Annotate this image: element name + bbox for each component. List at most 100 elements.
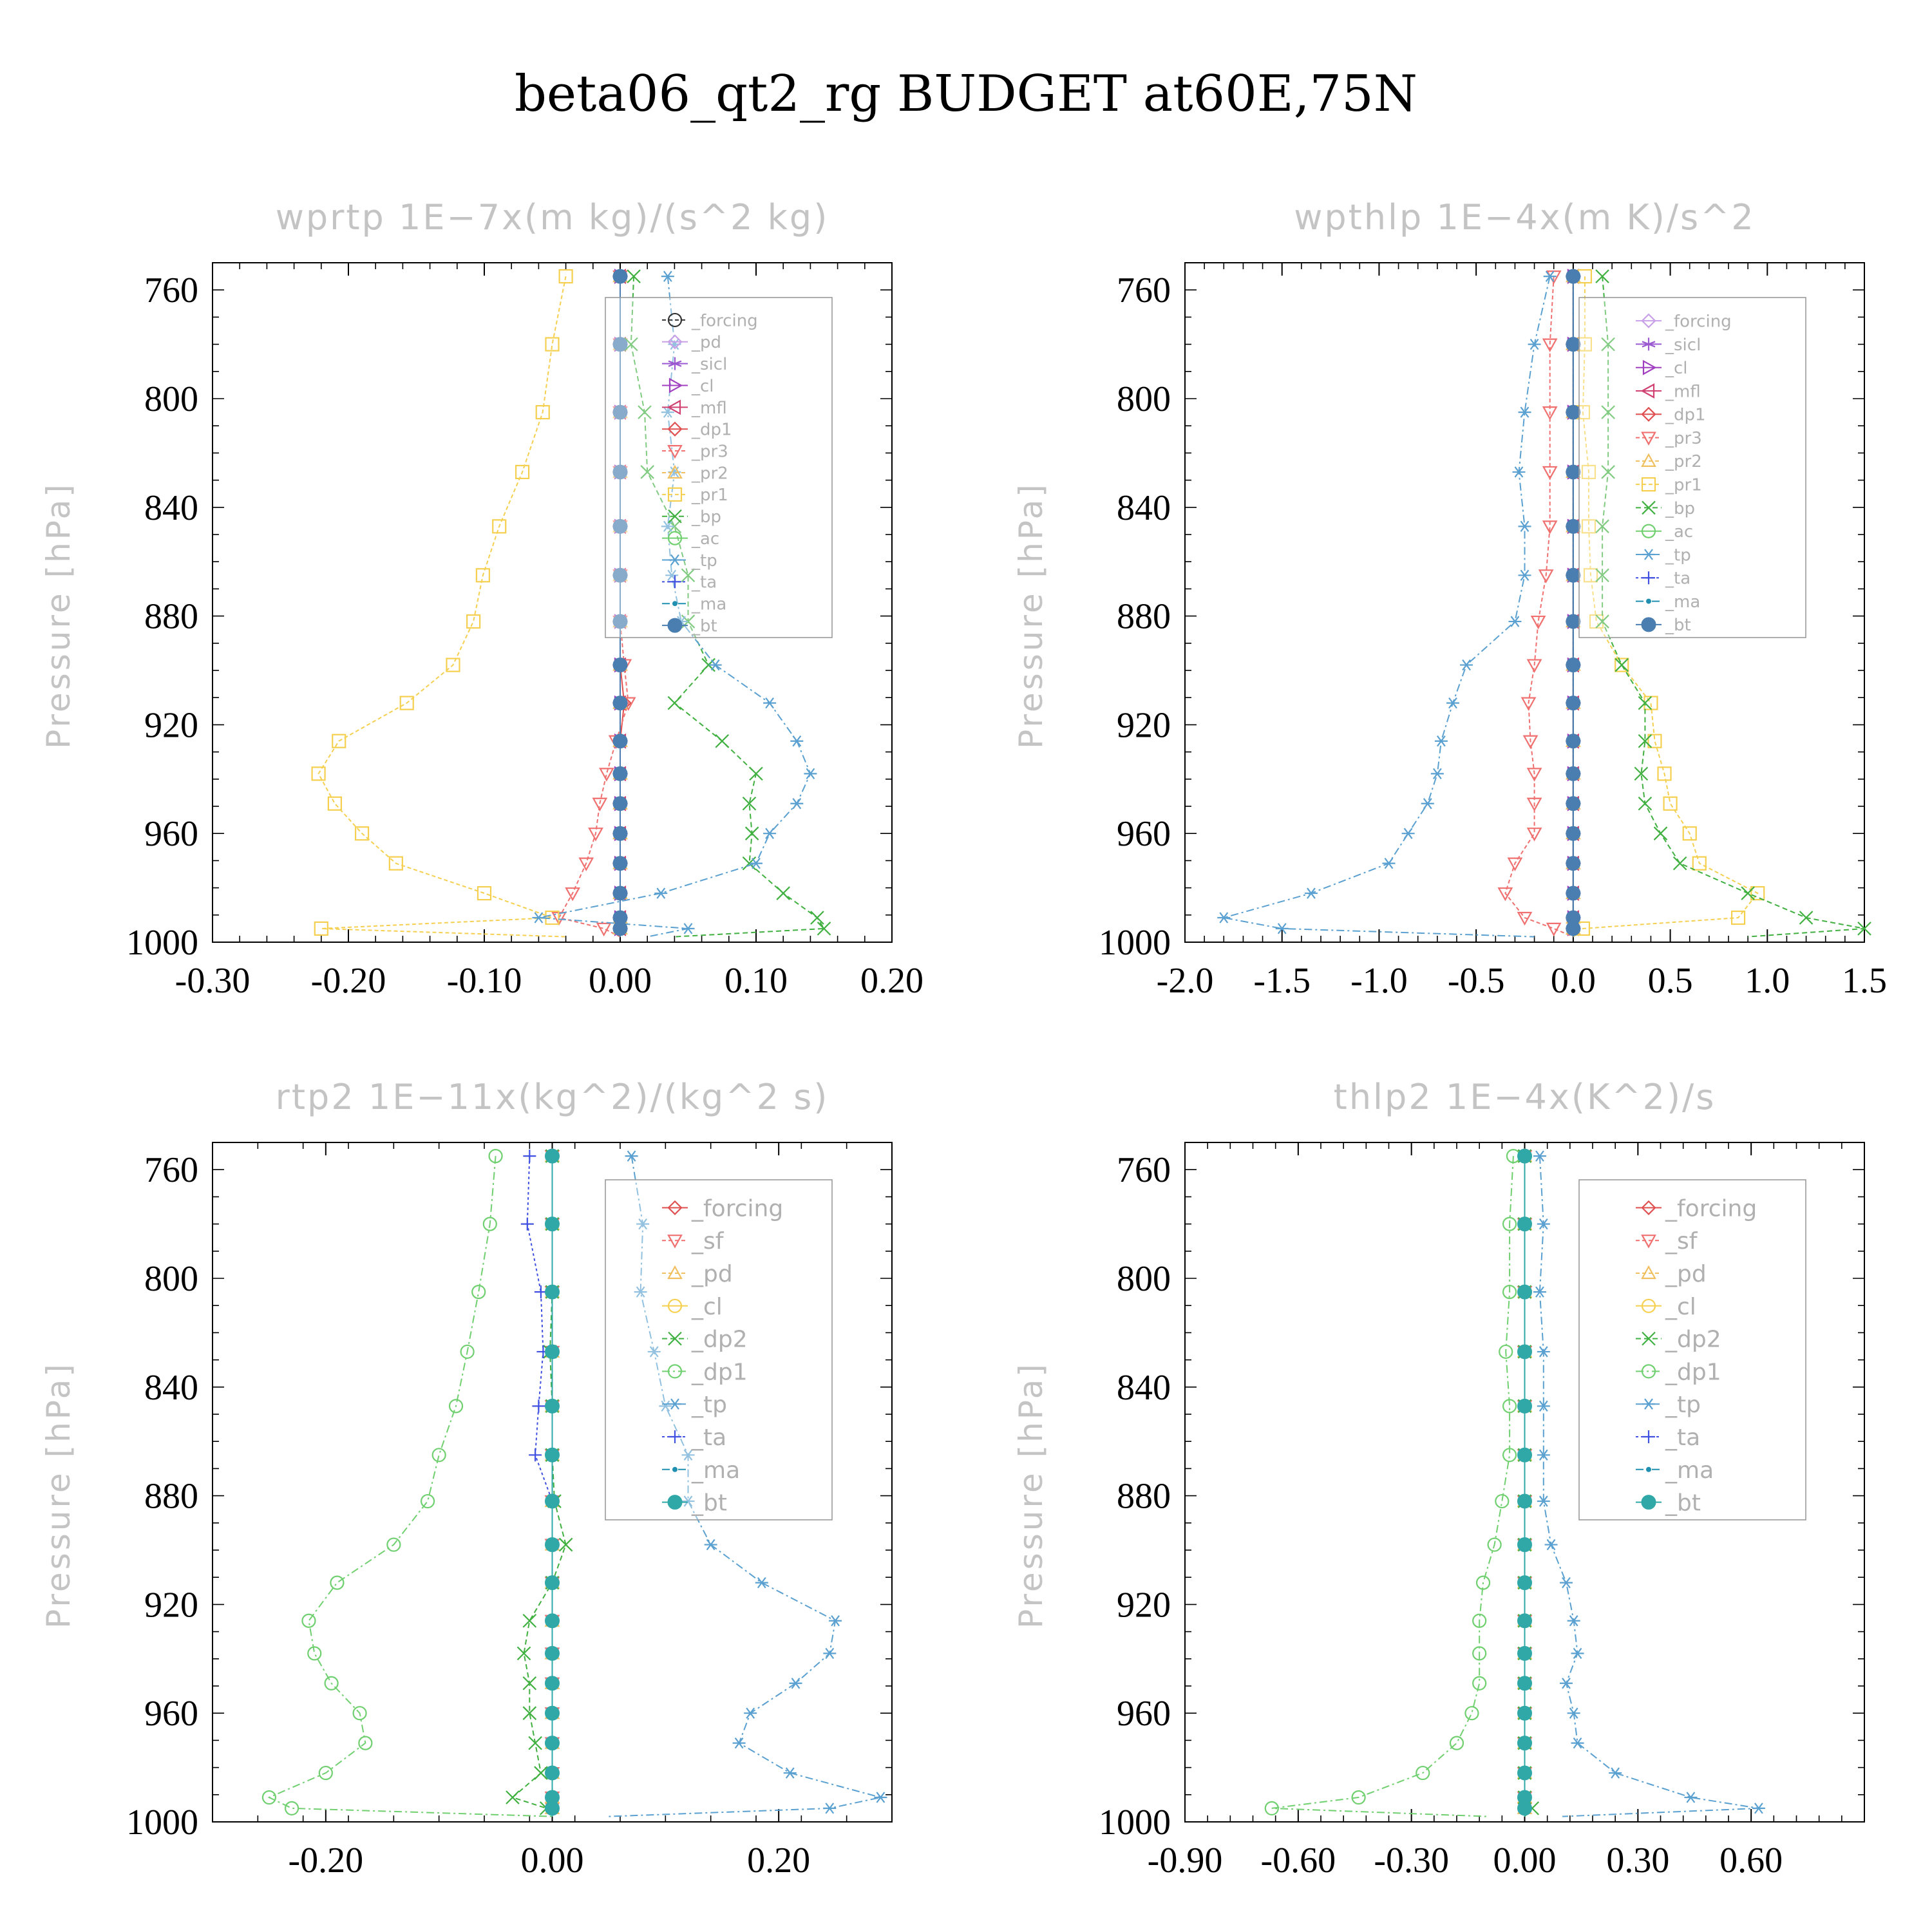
data-point: [446, 658, 460, 672]
legend-entry: _tp: [662, 1392, 727, 1418]
data-point: [817, 922, 831, 936]
data-point: [1546, 922, 1562, 937]
x-tick-label: -0.20: [311, 961, 386, 1001]
plot-frame: [1184, 262, 1865, 943]
x-tick-label: 0.10: [724, 961, 788, 1001]
legend-label: _pd: [691, 1261, 733, 1287]
data-point: [715, 734, 730, 748]
data-point: [1567, 1707, 1580, 1719]
data-point: [565, 887, 581, 902]
legend-entry: _dp2: [662, 1327, 748, 1353]
legend-entry: _pr2: [1636, 452, 1702, 471]
data-point: [352, 1706, 367, 1721]
legend-label: _mfl: [691, 399, 727, 418]
data-point: [1526, 828, 1542, 842]
legend-entry: _ac: [662, 529, 719, 549]
y-tick-label: 800: [144, 379, 198, 419]
data-point: [460, 1344, 475, 1359]
legend-entry: _ma: [1636, 592, 1700, 612]
y-tick-label: 1000: [126, 1803, 198, 1842]
data-point: [681, 568, 696, 583]
legend-label: _ma: [1665, 592, 1700, 612]
data-point: [1517, 1537, 1532, 1553]
legend-marker: [667, 464, 683, 479]
legend: _forcing _sf _pd _cl _dp2 _dp1 _tp _ta _ma _bt: [605, 1179, 833, 1520]
data-point: [1502, 1399, 1517, 1414]
data-point: [1566, 567, 1581, 583]
legend-entry: _sicl: [662, 355, 727, 374]
data-point: [545, 1284, 560, 1300]
data-point: [1542, 406, 1558, 421]
data-point: [1217, 912, 1231, 923]
legend-label: _pd: [691, 333, 721, 352]
y-tick-label: 920: [1117, 705, 1171, 745]
legend-label: _pr2: [691, 464, 728, 483]
legend-marker: [667, 421, 683, 437]
data-point: [750, 857, 762, 869]
series-line: [267, 1156, 553, 1817]
data-point: [612, 518, 628, 534]
legend-marker: [667, 1364, 683, 1379]
legend-label: _bt: [691, 1490, 727, 1517]
data-point: [1517, 1736, 1532, 1751]
data-point: [1730, 910, 1746, 925]
legend: _forcing _sf _pd _cl _dp2 _dp1 _tp _ta _ma _bt: [1578, 1179, 1806, 1520]
data-point: [763, 697, 777, 709]
data-point: [1472, 1646, 1487, 1661]
data-point: [1567, 1615, 1580, 1627]
data-point: [1502, 1217, 1517, 1231]
data-point: [874, 1792, 887, 1803]
y-tick-label: 880: [1117, 1477, 1171, 1517]
data-point: [1526, 797, 1542, 812]
legend-entry: _pr1: [662, 486, 728, 505]
legend-label: _sicl: [691, 355, 727, 374]
data-point: [1542, 338, 1558, 352]
data-point: [612, 696, 628, 711]
legend-label: _pr1: [691, 486, 728, 505]
data-point: [420, 1493, 435, 1509]
data-point: [636, 1218, 650, 1230]
legend-entry: _cl: [662, 377, 714, 396]
legend-marker: [672, 601, 677, 607]
data-point: [324, 1676, 339, 1690]
legend-entry: _cl: [1636, 1294, 1696, 1320]
data-point: [545, 1736, 560, 1751]
legend-label: _cl: [691, 377, 714, 396]
data-point: [829, 1615, 842, 1627]
legend-label: _tp: [691, 551, 717, 571]
data-point: [520, 1217, 534, 1231]
legend-entry: _bt: [662, 616, 717, 636]
legend-marker: [667, 1495, 683, 1510]
data-point: [1566, 734, 1581, 749]
legend-label: _cl: [691, 1294, 723, 1320]
legend-label: _cl: [1665, 1294, 1696, 1320]
y-tick-label: 1000: [1099, 923, 1171, 963]
panel-grid: wprtp 1E−7x(m kg)/(s^2 kg) Pressure [hPa]…: [40, 197, 1887, 1880]
y-tick-label: 960: [1117, 814, 1171, 854]
data-point: [492, 519, 507, 534]
tick-marks: [212, 262, 893, 943]
data-point: [1416, 1765, 1430, 1781]
data-point: [1799, 911, 1814, 925]
series-line: [511, 1156, 567, 1817]
data-point: [534, 1766, 548, 1780]
data-point: [1581, 519, 1596, 534]
chart-panel-4: thlp2 1E−4x(K^2)/s Pressure [hPa] 760 800 84…: [1012, 1077, 1865, 1880]
data-point: [804, 768, 817, 780]
legend-marker: [1642, 337, 1656, 351]
data-point: [386, 1537, 401, 1552]
data-point: [1566, 766, 1581, 781]
y-tick-label: 960: [144, 1694, 198, 1734]
legend-marker: [668, 1398, 681, 1410]
legend-entry: _forcing: [1636, 1195, 1757, 1222]
data-point: [399, 696, 414, 710]
data-point: [482, 1217, 497, 1231]
legend-label: _ma: [1665, 1457, 1714, 1484]
series-line: [630, 276, 826, 938]
legend-marker: [1646, 1466, 1651, 1472]
legend-marker: [667, 618, 683, 633]
series-line: [1573, 276, 1759, 938]
x-tick-label: 0.30: [1606, 1841, 1669, 1880]
legend-entry: _forcing: [662, 1195, 783, 1222]
data-point: [1566, 518, 1581, 534]
